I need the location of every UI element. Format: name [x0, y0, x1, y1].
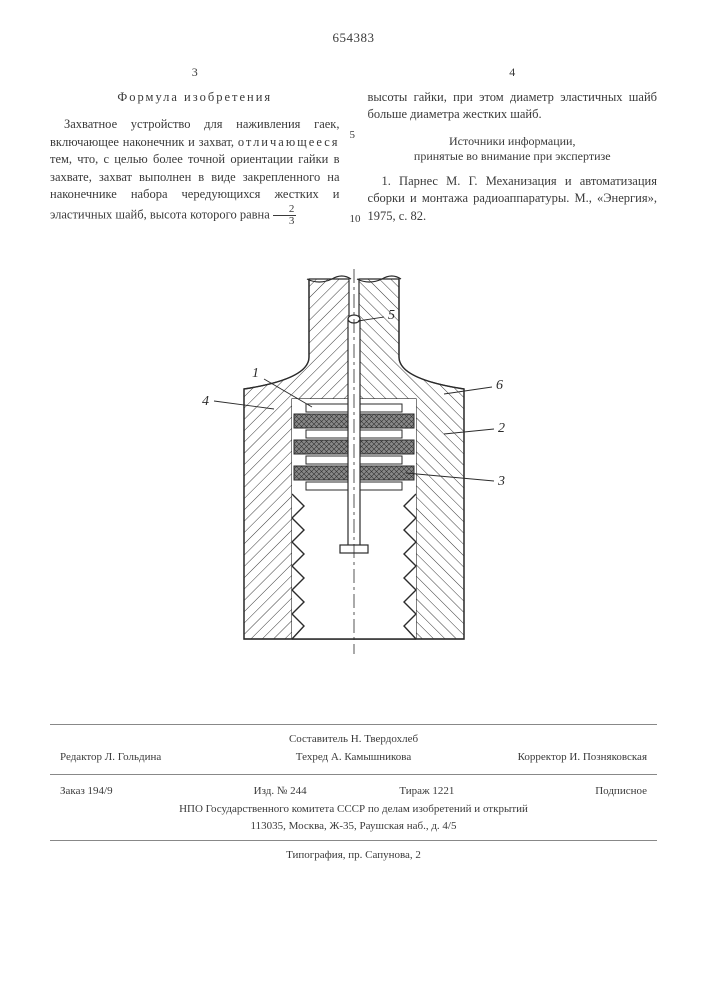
- drawing-svg: 4 1 5 6 2 3: [144, 259, 564, 679]
- label-5: 5: [388, 308, 395, 323]
- editors-row: Редактор Л. Гольдина Техред А. Камышнико…: [50, 747, 657, 768]
- circulation: Тираж 1221: [354, 783, 501, 800]
- sources-heading: Источники информации, принятые во вниман…: [368, 134, 658, 165]
- reference-1: 1. Парнес М. Г. Механизация и автоматиза…: [368, 173, 658, 226]
- sources-line2: принятые во внимание при экспертизе: [414, 149, 611, 163]
- fraction-denominator: 3: [273, 216, 297, 227]
- claim-emphasis: отличающееся: [238, 135, 340, 149]
- label-1: 1: [252, 366, 259, 381]
- left-col-number: 3: [50, 64, 340, 81]
- left-column: 3 Формула изобретения Захватное устройст…: [50, 64, 340, 229]
- address: 113035, Москва, Ж-35, Раушская наб., д. …: [50, 818, 657, 835]
- compiler: Составитель Н. Твердохлеб: [50, 731, 657, 748]
- claim-text: Захватное устройство для наживления гаек…: [50, 116, 340, 227]
- footer-rule-2: [50, 774, 657, 775]
- proofreader: Корректор И. Позняковская: [451, 749, 647, 766]
- label-3: 3: [497, 474, 505, 489]
- text-columns: 3 Формула изобретения Захватное устройст…: [50, 64, 657, 229]
- label-4: 4: [202, 394, 209, 409]
- editor: Редактор Л. Гольдина: [60, 749, 256, 766]
- label-6: 6: [496, 378, 503, 393]
- technical-drawing: 4 1 5 6 2 3: [50, 259, 657, 684]
- right-col-number: 4: [368, 64, 658, 81]
- sources-line1: Источники информации,: [449, 134, 575, 148]
- organization: НПО Государственного комитета СССР по де…: [50, 801, 657, 818]
- label-2: 2: [498, 421, 505, 436]
- footer-rule-1: [50, 724, 657, 725]
- footer-block: Составитель Н. Твердохлеб Редактор Л. Го…: [50, 731, 657, 864]
- footer-rule-3: [50, 840, 657, 841]
- printer: Типография, пр. Сапунова, 2: [50, 847, 657, 864]
- patent-page: 654383 3 Формула изобретения Захватное у…: [0, 0, 707, 884]
- edition-number: Изд. № 244: [207, 783, 354, 800]
- claim-continuation: высоты гайки, при этом диаметр эластичны…: [368, 89, 658, 124]
- fraction-two-thirds: 2 3: [273, 204, 297, 227]
- line-number-5: 5: [350, 128, 356, 143]
- techred: Техред А. Камышникова: [256, 749, 452, 766]
- subscription: Подписное: [500, 783, 647, 800]
- print-info-row: Заказ 194/9 Изд. № 244 Тираж 1221 Подпис…: [50, 781, 657, 802]
- line-number-10: 10: [350, 212, 361, 227]
- right-column: 5 10 4 высоты гайки, при этом диаметр эл…: [368, 64, 658, 229]
- patent-number: 654383: [50, 30, 657, 46]
- fraction-numerator: 2: [273, 204, 297, 216]
- claims-title: Формула изобретения: [50, 89, 340, 107]
- order-number: Заказ 194/9: [60, 783, 207, 800]
